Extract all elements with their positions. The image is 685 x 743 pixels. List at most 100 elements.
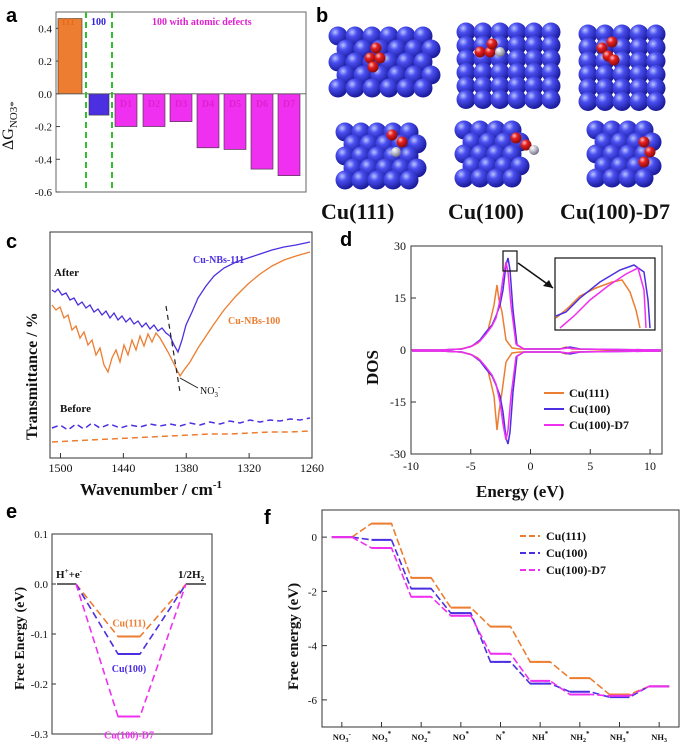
o-atom bbox=[474, 46, 486, 58]
e-ytick-label-3: -0.2 bbox=[31, 679, 48, 691]
cu-atom bbox=[507, 76, 527, 96]
cu-atom bbox=[456, 76, 476, 96]
group-label-100: 100 bbox=[91, 17, 106, 28]
cu-atom bbox=[646, 92, 666, 111]
bar-label-d3: D3 bbox=[175, 99, 187, 110]
f-xtick-label-7: NH3* bbox=[610, 730, 630, 743]
panel-b-atom-models bbox=[328, 22, 666, 190]
cu-atom bbox=[507, 36, 527, 55]
cu-atom bbox=[399, 170, 419, 190]
f-legend-cu100-d7: Cu(100)-D7 bbox=[546, 563, 606, 577]
panel-a-y-axis-label: ΔGNO3* bbox=[0, 101, 20, 150]
peak-pointer bbox=[179, 377, 199, 389]
panel-e-frame bbox=[51, 533, 213, 735]
a-ytick-label-1: 0.2 bbox=[38, 56, 52, 68]
cu-atom bbox=[490, 90, 510, 109]
inset-cu100 bbox=[555, 264, 651, 329]
cu-atom bbox=[541, 90, 561, 109]
atom-slab-cu100-d7-top bbox=[578, 24, 666, 111]
cu-atom bbox=[473, 90, 493, 109]
f-xtick-label-5: NH* bbox=[532, 730, 549, 742]
structure-label-cu100: Cu(100) bbox=[448, 199, 524, 224]
cu-atom bbox=[507, 90, 527, 109]
cu-atom bbox=[473, 63, 493, 82]
inset-cu100-d7 bbox=[559, 266, 647, 329]
c-xtick-label-3: 1320 bbox=[237, 461, 261, 475]
zoom-arrow-head bbox=[543, 280, 553, 288]
legend-cu100: Cu(100) bbox=[569, 402, 610, 416]
c-xtick-label-1: 1440 bbox=[111, 461, 135, 475]
f-xtick-label-0: NO3- bbox=[333, 730, 352, 743]
cu-atom bbox=[335, 170, 355, 190]
cu-atom bbox=[507, 22, 527, 42]
panel-a-y-ticks: 0.4 0.2 0.0 -0.2 -0.4 -0.6 bbox=[35, 23, 60, 199]
c-xtick-label-0: 1500 bbox=[48, 461, 72, 475]
cu-atom bbox=[646, 24, 666, 44]
d-ytick-label-0: 30 bbox=[394, 239, 406, 253]
a-ytick-label-3: -0.2 bbox=[35, 122, 52, 134]
cu-atom bbox=[490, 63, 510, 82]
cu-atom bbox=[578, 78, 598, 98]
d-ytick-label-1: 15 bbox=[394, 291, 406, 305]
a-ytick-label-5: -0.6 bbox=[35, 187, 53, 199]
legend-cu-nbs-100: Cu-NBs-100 bbox=[228, 316, 280, 327]
cu-atom bbox=[470, 168, 490, 188]
zoom-region-box bbox=[502, 250, 518, 272]
f-path-cu100 bbox=[331, 536, 670, 698]
cu-atom bbox=[646, 38, 666, 57]
cu-atom bbox=[634, 168, 654, 188]
panel-label-f: f bbox=[264, 507, 271, 529]
e-label-cu111: Cu(111) bbox=[112, 619, 145, 630]
f-ytick-label-2: -4 bbox=[308, 641, 318, 653]
atom-slab-cu100-side bbox=[454, 120, 530, 188]
c-xtick-label-4: 1260 bbox=[300, 461, 324, 475]
panel-c-x-axis-label: Wavenumber / cm-1 bbox=[80, 479, 222, 499]
bar-label-d2: D2 bbox=[148, 99, 160, 110]
endpoint-left-label: H++e- bbox=[56, 567, 83, 581]
cu-atom bbox=[595, 78, 615, 98]
cu-atom bbox=[473, 76, 493, 96]
a-ytick-label-0: 0.4 bbox=[38, 23, 52, 35]
panel-f-legend: Cu(111) Cu(100) Cu(100)-D7 bbox=[520, 529, 606, 577]
before-label: Before bbox=[60, 403, 91, 415]
cu-atom bbox=[524, 76, 544, 96]
f-xtick-label-8: NH3 bbox=[651, 732, 667, 743]
panel-e-ticks: 0.1 0.0 -0.1 -0.2 -0.3 bbox=[31, 529, 56, 741]
cu-atom bbox=[351, 170, 371, 190]
panel-a-bar-chart: a 0.4 0.2 0.0 -0.2 -0.4 -0.6 D1 D2 D3 D4 D5 D6 D7 1… bbox=[0, 5, 307, 199]
cu-atom bbox=[541, 49, 561, 69]
cu-atom bbox=[490, 49, 510, 69]
f-xtick-label-1: NO3* bbox=[372, 730, 392, 743]
cu-atom bbox=[618, 168, 638, 188]
atom-slab-cu111-side bbox=[335, 122, 427, 190]
cu-atom bbox=[367, 170, 387, 190]
d-ytick-label-4: -30 bbox=[390, 447, 406, 461]
bar-label-d5: D5 bbox=[229, 99, 241, 110]
cu-atom bbox=[578, 24, 598, 44]
legend-cu-nbs-111: Cu-NBs-111 bbox=[193, 255, 244, 266]
atom-slab-cu111-top bbox=[328, 26, 441, 98]
e-label-cu100-d7: Cu(100)-D7 bbox=[104, 731, 154, 742]
cu-atom bbox=[413, 78, 433, 98]
panel-a-bars: D1 D2 D3 D4 D5 D6 D7 bbox=[56, 18, 306, 176]
cu-atom bbox=[379, 78, 399, 98]
panel-label-c: c bbox=[6, 231, 17, 253]
cu-atom bbox=[454, 168, 474, 188]
series-cu-nbs-100-before bbox=[51, 430, 311, 443]
cu-atom bbox=[578, 92, 598, 111]
cu-atom bbox=[629, 24, 649, 44]
n-atom bbox=[529, 145, 539, 155]
cu-atom bbox=[612, 65, 632, 84]
bar-label-d4: D4 bbox=[202, 99, 214, 110]
cu-atom bbox=[486, 168, 506, 188]
o-atom bbox=[638, 156, 650, 168]
panel-c-frame bbox=[49, 231, 313, 459]
o-atom bbox=[520, 139, 532, 151]
cu-atom bbox=[541, 22, 561, 42]
cu-atom bbox=[456, 90, 476, 109]
series-dos-cu100-d7-up bbox=[412, 261, 662, 351]
f-legend-cu100: Cu(100) bbox=[546, 546, 587, 560]
cu-atom bbox=[541, 36, 561, 55]
structure-label-cu100-d7: Cu(100)-D7 bbox=[560, 199, 670, 224]
e-label-cu100: Cu(100) bbox=[112, 664, 146, 675]
